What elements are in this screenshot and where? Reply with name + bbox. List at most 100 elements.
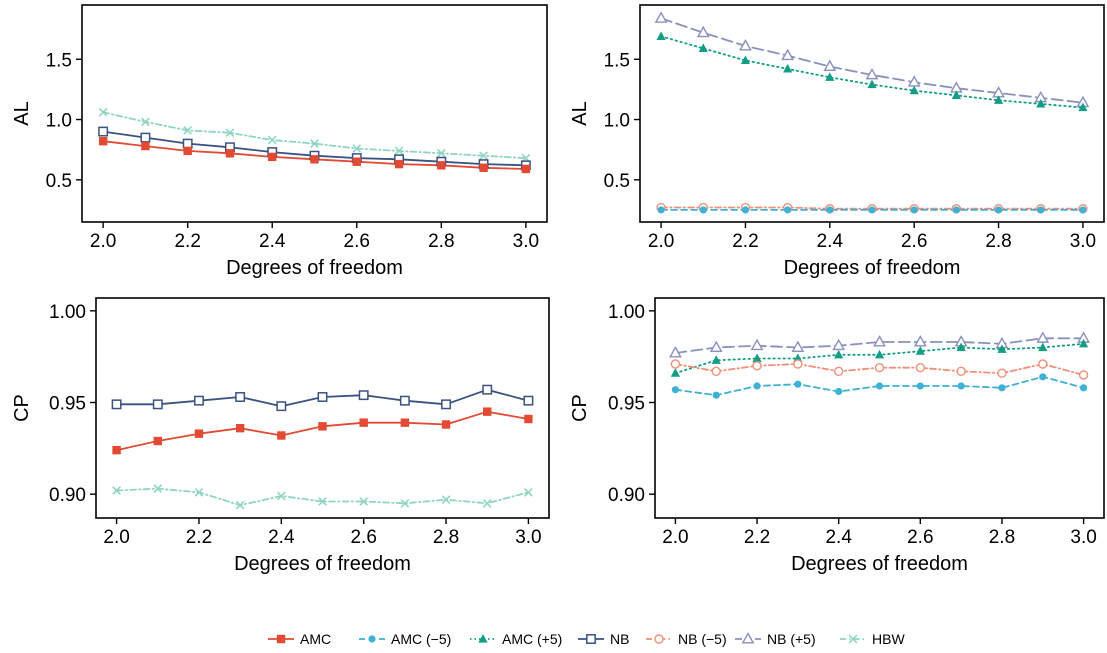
data-point-amc <box>225 149 235 158</box>
data-point-nb <box>140 132 151 143</box>
y-tick-label: 0.5 <box>46 171 72 192</box>
data-point-nb-minus5 <box>956 366 966 377</box>
data-point-amc-plus5 <box>951 90 961 100</box>
data-point-hbw <box>436 148 446 158</box>
y-tick-label: 1.5 <box>604 50 630 71</box>
y-tick-label: 0.95 <box>49 394 86 415</box>
data-point-amc-plus5 <box>915 346 925 355</box>
data-point-amc-minus5 <box>1079 206 1087 214</box>
data-point-nb <box>111 399 122 410</box>
legend-item-amc-minus5: AMC (−5) <box>359 631 451 647</box>
x-tick-label: 3.0 <box>1070 527 1096 548</box>
data-point-hbw <box>153 484 163 494</box>
y-axis-label: AL <box>11 101 33 125</box>
x-tick-label: 2.4 <box>259 231 286 252</box>
data-point-amc <box>441 420 451 429</box>
data-point-nb-plus5 <box>1036 331 1050 343</box>
data-point-amc-minus5 <box>712 391 720 399</box>
legend-marker <box>478 634 488 643</box>
data-point-amc <box>112 445 121 455</box>
data-point-amc <box>524 414 533 424</box>
legend-item-nb-plus5: NB (+5) <box>735 631 816 647</box>
data-point-amc-plus5 <box>783 63 793 73</box>
data-point-amc <box>479 163 488 172</box>
x-axis-label: Degrees of freedom <box>226 257 403 279</box>
data-point-nb-plus5 <box>750 338 764 351</box>
y-tick-label: 1.0 <box>604 111 630 132</box>
data-point-nb-plus5 <box>913 335 927 347</box>
data-point-amc-minus5 <box>910 206 918 214</box>
data-point-nb-minus5 <box>1038 359 1048 369</box>
data-point-amc <box>400 418 410 427</box>
data-point-nb-minus5 <box>833 366 844 377</box>
data-point-nb <box>235 392 246 402</box>
data-point-nb <box>317 392 328 402</box>
data-point-amc <box>277 431 286 440</box>
chart-panel-1: 2.0 2.2 2.4 2.6 2.8 3.0 0.5 1.0 1.5 Degrees of fr… <box>11 4 548 279</box>
legend-item-amc: AMC <box>268 631 331 647</box>
data-point-amc-minus5 <box>916 382 924 390</box>
data-point-amc-plus5 <box>1078 102 1088 112</box>
data-point-nb-plus5 <box>873 335 886 347</box>
y-tick-label: 0.95 <box>608 394 645 415</box>
y-tick-label: 0.90 <box>49 485 86 506</box>
data-point-nb-plus5 <box>654 11 668 23</box>
x-tick-label: 2.0 <box>103 527 129 548</box>
data-point-nb <box>98 126 109 137</box>
data-point-amc-plus5 <box>867 79 877 89</box>
x-tick-label: 2.0 <box>648 231 674 252</box>
data-point-hbw <box>318 497 327 506</box>
data-point-amc-minus5 <box>952 206 960 214</box>
data-point-amc <box>483 407 492 416</box>
data-point-amc-minus5 <box>784 206 792 214</box>
data-point-amc-minus5 <box>671 386 680 394</box>
data-point-amc-plus5 <box>956 342 966 352</box>
data-point-amc-minus5 <box>957 382 965 390</box>
data-point-nb-minus5 <box>915 362 926 373</box>
data-point-amc-minus5 <box>657 206 665 214</box>
y-tick-label: 0.5 <box>604 171 630 192</box>
x-tick-label: 3.0 <box>1070 231 1096 252</box>
data-point-hbw <box>141 117 150 127</box>
data-point-nb-plus5 <box>781 48 795 61</box>
data-point-amc-plus5 <box>1038 342 1048 352</box>
data-point-amc-minus5 <box>794 380 802 388</box>
data-point-nb <box>276 401 287 412</box>
data-point-hbw <box>479 151 488 161</box>
data-point-amc <box>153 436 162 446</box>
x-tick-label: 2.8 <box>428 231 454 252</box>
data-point-amc-plus5 <box>874 349 885 359</box>
data-point-amc-minus5 <box>868 206 876 214</box>
x-tick-label: 2.8 <box>433 527 459 548</box>
data-point-amc <box>310 155 319 164</box>
y-tick-label: 1.5 <box>46 50 72 71</box>
data-point-hbw <box>400 498 410 508</box>
series-line-nb-plus5 <box>674 337 1085 354</box>
data-point-amc <box>194 429 204 438</box>
data-point-amc-plus5 <box>997 344 1007 353</box>
chart-panel-3: 2.0 2.2 2.4 2.6 2.8 3.0 0.90 0.95 1.00 Degrees of… <box>11 297 550 575</box>
legend-label: AMC (−5) <box>391 631 451 647</box>
data-point-nb-plus5 <box>832 338 846 351</box>
x-tick-label: 2.2 <box>744 527 770 548</box>
legend-label: AMC (+5) <box>502 631 562 647</box>
x-tick-label: 2.6 <box>350 527 376 548</box>
data-point-amc-minus5 <box>875 382 884 390</box>
legend-marker <box>586 634 596 644</box>
data-point-amc-plus5 <box>670 368 681 377</box>
x-tick-label: 2.0 <box>90 231 116 252</box>
data-point-amc <box>437 161 446 170</box>
data-point-nb <box>194 395 204 406</box>
data-point-hbw <box>225 128 235 138</box>
data-point-amc-plus5 <box>1036 98 1046 108</box>
data-point-nb <box>523 395 534 406</box>
legend-item-nb: NB <box>578 631 629 647</box>
series-line-nb-plus5 <box>660 17 1084 104</box>
data-point-hbw <box>310 139 319 149</box>
data-point-nb <box>358 390 369 401</box>
data-point-amc <box>521 164 531 174</box>
series-line-hbw <box>115 487 530 507</box>
data-point-nb-plus5 <box>865 67 879 80</box>
data-point-amc <box>268 152 277 162</box>
